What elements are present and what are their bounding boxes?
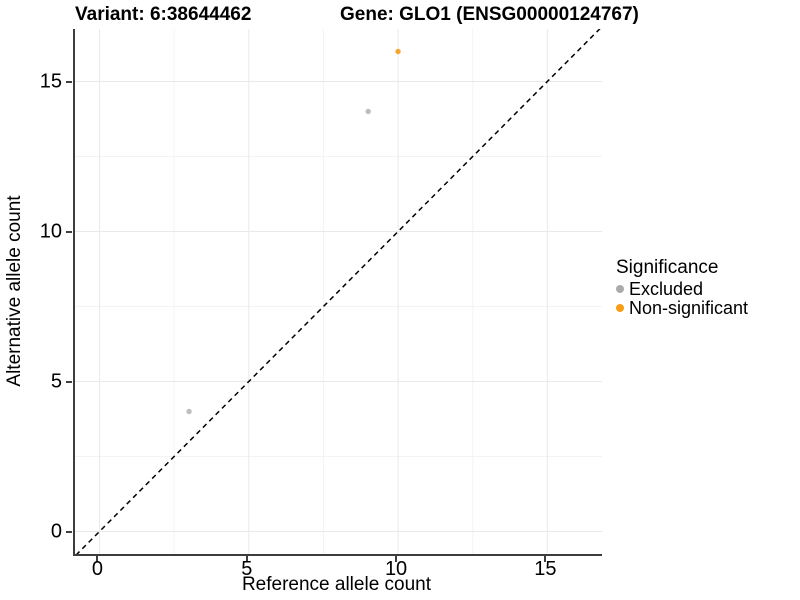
legend-dot-icon	[616, 304, 624, 312]
x-axis-title: Reference allele count	[241, 574, 432, 595]
data-point-non-significant	[395, 48, 401, 55]
x-tick-label: 10	[384, 558, 408, 580]
legend-title: Significance	[616, 257, 719, 278]
x-tick-label: 0	[91, 558, 104, 580]
legend-item-non-significant: Non-significant	[616, 299, 748, 317]
x-tick-label: 15	[534, 558, 557, 580]
y-tick-mark	[66, 530, 72, 533]
plot-title-gene: Gene: GLO1 (ENSG00000124767)	[340, 4, 639, 25]
y-tick-label: 0	[50, 520, 62, 542]
x-tick-mark	[96, 556, 99, 562]
x-tick-mark	[544, 556, 547, 562]
legend-item-label: Non-significant	[629, 298, 749, 318]
y-tick-label: 15	[39, 70, 62, 92]
legend-items: Excluded Non-significant	[616, 280, 748, 317]
legend: Significance Excluded Non-significant	[616, 257, 748, 318]
legend-item-excluded: Excluded	[616, 280, 748, 298]
x-tick-mark	[395, 556, 398, 562]
scatter-plot-canvas	[75, 29, 602, 554]
data-point-excluded	[365, 108, 371, 115]
x-tick-mark	[245, 556, 248, 562]
y-tick-label: 10	[39, 220, 62, 242]
identity-line	[76, 29, 601, 554]
plot-panel	[73, 29, 602, 556]
y-tick-label: 5	[50, 370, 62, 392]
legend-dot-icon	[616, 285, 624, 293]
plot-title-variant: Variant: 6:38644462	[75, 4, 252, 25]
legend-item-label: Excluded	[629, 279, 704, 299]
y-tick-mark	[66, 380, 72, 383]
x-tick-label: 5	[241, 558, 253, 580]
y-tick-mark	[66, 230, 72, 233]
data-point-excluded	[186, 408, 192, 415]
y-tick-mark	[66, 80, 72, 83]
y-axis-title: Alternative allele count	[4, 195, 25, 387]
